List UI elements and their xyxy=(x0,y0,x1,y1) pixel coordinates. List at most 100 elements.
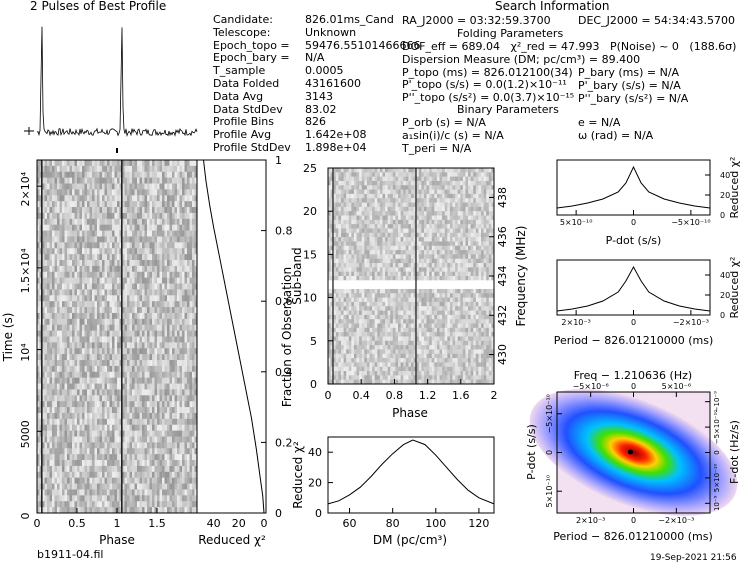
heat-cell xyxy=(144,207,148,214)
heat-cell xyxy=(132,389,135,396)
heat-cell xyxy=(177,224,180,232)
heat-cell xyxy=(144,383,148,390)
heat-cell xyxy=(142,418,145,426)
heat-cell xyxy=(152,401,155,408)
heat-cell xyxy=(395,219,399,225)
heat-cell xyxy=(403,219,407,225)
heat-cell xyxy=(84,448,88,455)
heat-cell xyxy=(142,365,145,373)
heat-cell xyxy=(137,307,140,314)
heat-cell xyxy=(79,430,83,438)
heat-cell xyxy=(52,348,55,355)
heat-cell xyxy=(77,177,80,185)
heat-cell xyxy=(147,201,150,208)
heat-cell xyxy=(147,242,150,249)
heat-cell xyxy=(134,165,138,173)
heat-cell xyxy=(99,230,103,237)
heat-cell xyxy=(359,193,363,199)
heat-cell xyxy=(366,224,370,229)
heat-cell xyxy=(89,312,93,320)
heat-cell xyxy=(62,189,65,196)
heat-cell xyxy=(77,365,80,373)
heat-cell xyxy=(84,254,88,261)
heat-cell xyxy=(69,342,73,349)
heat-cell xyxy=(137,383,140,390)
heat-cell xyxy=(97,307,100,314)
heat-cell xyxy=(416,206,420,212)
heat-cell xyxy=(179,471,183,479)
heat-cell xyxy=(152,324,155,332)
heat-cell xyxy=(79,424,83,432)
heat-cell xyxy=(179,360,183,367)
heat-cell xyxy=(455,176,459,182)
heat-cell xyxy=(157,365,160,373)
heat-cell xyxy=(403,224,407,229)
info-label: Telescope: xyxy=(213,25,271,39)
heat-cell xyxy=(142,336,145,343)
heat-cell xyxy=(159,207,163,214)
heat-cell xyxy=(392,237,396,242)
time-phase-xtick: 0.5 xyxy=(68,517,86,530)
heat-cell xyxy=(69,165,73,173)
heat-cell xyxy=(470,189,474,195)
heat-cell xyxy=(379,228,383,234)
heat-cell xyxy=(44,171,48,179)
heat-cell xyxy=(99,330,103,337)
heat-cell xyxy=(184,207,188,214)
heat-cell xyxy=(369,193,373,199)
heat-cell xyxy=(483,193,487,199)
heat-cell xyxy=(356,185,360,191)
heat-cell xyxy=(162,383,165,390)
heat-cell xyxy=(142,477,145,485)
heat-cell xyxy=(408,168,412,173)
heat-cell xyxy=(122,236,125,243)
heat-cell xyxy=(124,436,128,443)
heat-cell xyxy=(194,436,198,443)
heat-cell xyxy=(79,230,83,237)
heat-cell xyxy=(114,242,118,249)
heat-cell xyxy=(189,301,193,308)
heat-cell xyxy=(59,412,63,420)
heat-cell xyxy=(134,477,138,485)
heat-cell xyxy=(162,160,165,167)
heat-cell xyxy=(134,307,138,314)
heat-cell xyxy=(457,228,461,234)
heat-cell xyxy=(84,265,88,273)
heat-cell xyxy=(159,236,163,243)
heat-cell xyxy=(184,377,188,385)
heat-cell xyxy=(37,177,40,185)
heat-cell xyxy=(44,218,48,226)
heat-cell xyxy=(72,224,75,232)
heat-cell xyxy=(431,176,435,182)
heat-cell xyxy=(139,230,143,237)
heat-cell xyxy=(117,230,120,237)
heat-cell xyxy=(99,495,103,502)
heat-cell xyxy=(124,295,128,302)
heat-cell xyxy=(132,401,135,408)
heat-cell xyxy=(162,412,165,420)
heat-cell xyxy=(127,248,130,255)
heat-cell xyxy=(104,418,108,426)
heat-cell xyxy=(57,212,60,220)
heat-cell xyxy=(408,189,412,195)
heat-cell xyxy=(132,412,135,420)
heat-cell xyxy=(84,430,88,438)
heat-cell xyxy=(149,195,153,202)
heat-cell xyxy=(117,236,120,243)
heat-cell xyxy=(164,195,168,202)
heat-cell xyxy=(84,354,88,361)
heat-cell xyxy=(157,254,160,261)
heat-cell xyxy=(475,232,479,238)
heat-cell xyxy=(164,265,168,273)
heat-cell xyxy=(92,407,95,414)
heat-cell xyxy=(470,211,474,217)
heat-cell xyxy=(112,165,115,173)
heat-cell xyxy=(109,312,113,320)
heat-cell xyxy=(57,454,60,461)
heat-cell xyxy=(152,330,155,337)
heat-cell xyxy=(127,371,130,379)
heat-cell xyxy=(369,180,373,186)
heat-cell xyxy=(408,172,412,178)
heat-cell xyxy=(172,230,175,237)
heat-cell xyxy=(72,436,75,443)
